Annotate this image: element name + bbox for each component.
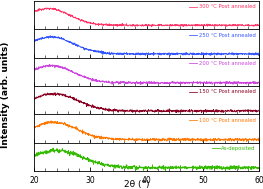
Legend: 100 °C Post annealed: 100 °C Post annealed	[189, 117, 256, 124]
Text: Intensity (arb. units): Intensity (arb. units)	[1, 41, 10, 148]
Legend: 300 °C Post annealed: 300 °C Post annealed	[189, 4, 256, 10]
Legend: 250 °C Post annealed: 250 °C Post annealed	[189, 32, 256, 39]
Legend: 200 °C Post annealed: 200 °C Post annealed	[189, 60, 256, 67]
Text: 2θ (°): 2θ (°)	[124, 180, 149, 189]
Legend: As-deposited: As-deposited	[211, 145, 256, 152]
Legend: 150 °C Post annealed: 150 °C Post annealed	[189, 89, 256, 95]
